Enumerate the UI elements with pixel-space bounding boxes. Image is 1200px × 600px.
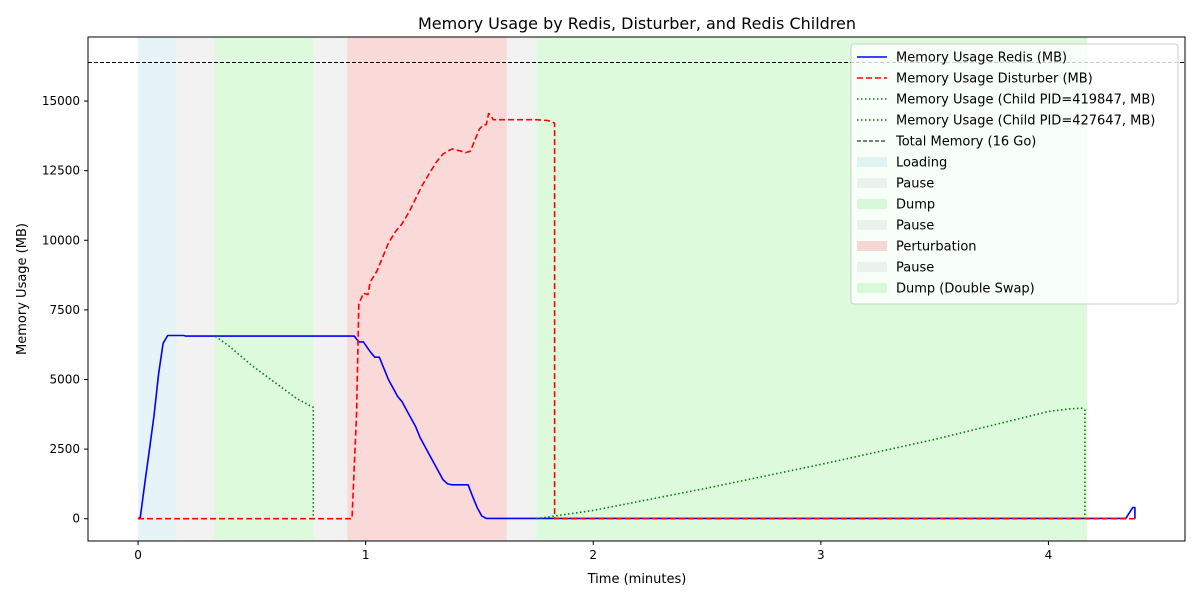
chart-title: Memory Usage by Redis, Disturber, and Re… <box>418 14 856 33</box>
x-axis-ticks: 0 1 2 3 4 <box>134 541 1052 562</box>
legend-label-dump-7: Dump <box>896 198 935 213</box>
y-tick-label: 0 <box>72 512 80 526</box>
legend-swatch-dump-double-swap-11 <box>857 283 887 293</box>
legend-label-dump-double-swap-11: Dump (Double Swap) <box>896 282 1035 297</box>
y-axis-ticks: 0 2500 5000 7500 10000 12500 15000 <box>42 94 88 526</box>
series-lines <box>137 112 1136 520</box>
legend-swatch-perturbation-9 <box>857 241 887 251</box>
legend: Memory Usage Redis (MB) Memory Usage Dist… <box>850 43 1179 305</box>
legend-label-pause-10: Pause <box>896 261 934 276</box>
span-perturbation-4 <box>347 37 507 541</box>
x-tick-label: 1 <box>362 548 370 562</box>
legend-label-memory-usage-redis-mb-0: Memory Usage Redis (MB) <box>896 51 1067 66</box>
legend-label-pause-6: Pause <box>896 177 934 192</box>
y-tick-label: 12500 <box>42 164 80 178</box>
span-dump-2 <box>214 37 314 541</box>
legend-swatch-pause-6 <box>857 178 887 188</box>
span-pause-3 <box>313 37 348 541</box>
x-axis-label: Time (minutes) <box>587 572 687 587</box>
span-loading-0 <box>138 37 177 541</box>
plot-frame <box>87 36 1186 542</box>
span-pause-1 <box>176 37 215 541</box>
legend-label-pause-8: Pause <box>896 219 934 234</box>
legend-label-loading-5: Loading <box>896 156 947 171</box>
legend-swatch-dump-7 <box>857 199 887 209</box>
x-tick-label: 2 <box>589 548 597 562</box>
y-tick-label: 7500 <box>49 303 80 317</box>
y-tick-label: 2500 <box>49 442 80 456</box>
legend-swatch-loading-5 <box>857 157 887 167</box>
y-tick-label: 15000 <box>42 94 80 108</box>
legend-label-total-memory-16-go-4: Total Memory (16 Go) <box>895 135 1036 150</box>
series-line-memory-usage-child-pid-419847-mb <box>215 335 315 519</box>
legend-swatch-pause-8 <box>857 220 887 230</box>
legend-label-memory-usage-child-pid-427647-mb-3: Memory Usage (Child PID=427647, MB) <box>896 114 1155 129</box>
x-tick-label: 4 <box>1045 548 1053 562</box>
y-tick-label: 10000 <box>42 233 80 247</box>
y-axis-label: Memory Usage (MB) <box>15 223 30 355</box>
legend-box <box>850 43 1179 305</box>
span-pause-5 <box>506 37 537 541</box>
y-tick-label: 5000 <box>49 372 80 386</box>
legend-label-memory-usage-child-pid-419847-mb-2: Memory Usage (Child PID=419847, MB) <box>896 93 1155 108</box>
x-tick-label: 0 <box>134 548 142 562</box>
series-line-memory-usage-child-pid-427647-mb <box>536 407 1086 520</box>
x-tick-label: 3 <box>817 548 825 562</box>
series-line-memory-usage-redis-mb <box>137 334 1136 520</box>
legend-swatch-pause-10 <box>857 262 887 272</box>
legend-label-memory-usage-disturber-mb-1: Memory Usage Disturber (MB) <box>896 72 1093 87</box>
series-line-memory-usage-disturber-mb <box>138 112 1135 520</box>
legend-label-perturbation-9: Perturbation <box>896 240 977 255</box>
